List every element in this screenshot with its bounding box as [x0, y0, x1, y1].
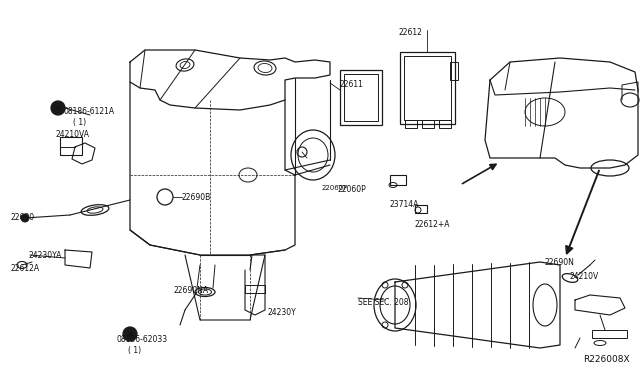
Bar: [404, 56, 451, 120]
Circle shape: [21, 214, 29, 222]
Text: 22690B: 22690B: [182, 193, 211, 202]
Bar: [592, 330, 627, 338]
Text: 22690: 22690: [10, 213, 34, 222]
Bar: [390, 175, 406, 185]
Bar: [405, 120, 417, 128]
Text: 08156-62033: 08156-62033: [116, 335, 167, 344]
Bar: [422, 120, 434, 128]
Text: 24230Y: 24230Y: [268, 308, 297, 317]
Bar: [344, 74, 378, 121]
Text: B: B: [127, 331, 132, 337]
Text: SEE SEC. 208: SEE SEC. 208: [358, 298, 408, 307]
Text: B: B: [56, 106, 60, 110]
Bar: [245, 285, 265, 293]
Bar: [439, 120, 451, 128]
Text: 22690N: 22690N: [545, 258, 575, 267]
Bar: [400, 52, 455, 124]
Text: 24230YA: 24230YA: [28, 251, 61, 260]
Text: 22690NA: 22690NA: [173, 286, 208, 295]
Text: 22060P: 22060P: [338, 185, 367, 194]
Circle shape: [123, 327, 137, 341]
Circle shape: [51, 101, 65, 115]
Text: ( 1): ( 1): [128, 346, 141, 355]
Text: 22611: 22611: [340, 80, 364, 89]
Bar: [450, 62, 458, 80]
Text: 22612: 22612: [398, 28, 422, 37]
Bar: [340, 70, 382, 125]
Text: R226008X: R226008X: [584, 355, 630, 364]
Text: 23714A: 23714A: [390, 200, 419, 209]
Text: 08186-6121A: 08186-6121A: [63, 107, 114, 116]
Bar: [415, 205, 427, 213]
Text: 22612+A: 22612+A: [415, 220, 451, 229]
Text: 22060P: 22060P: [322, 185, 348, 191]
Text: 22612A: 22612A: [10, 264, 39, 273]
Text: 24210VA: 24210VA: [55, 130, 89, 139]
Bar: [60, 137, 82, 155]
Text: ( 1): ( 1): [73, 118, 86, 127]
Text: 24210V: 24210V: [570, 272, 599, 281]
